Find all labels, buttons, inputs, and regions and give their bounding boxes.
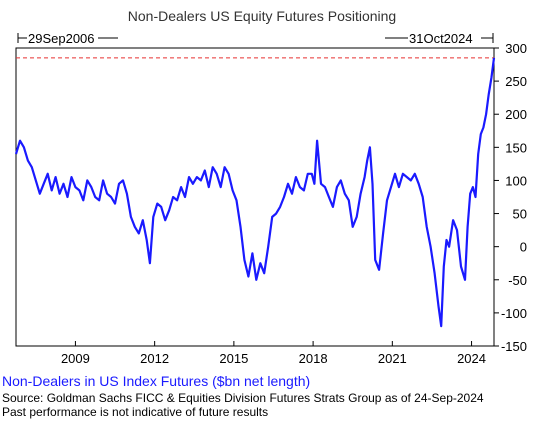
legend-label: Non-Dealers in US Index Futures ($bn net… [2,373,311,389]
y-tick-label: 150 [505,140,527,155]
x-tick-label: 2012 [140,351,169,366]
y-tick-label: -150 [501,339,527,354]
source-note: Source: Goldman Sachs FICC & Equities Di… [2,391,484,405]
y-tick-label: 200 [505,107,527,122]
disclaimer: Past performance is not indicative of fu… [2,405,269,419]
x-tick-label: 2018 [299,351,328,366]
y-tick-label: 100 [505,173,527,188]
y-tick-label: 250 [505,74,527,89]
y-tick-label: -50 [508,273,527,288]
x-axis: 2009 2012 2015 2018 2021 2024 [61,341,486,366]
x-tick-label: 2021 [378,351,407,366]
series-line [14,57,496,328]
x-tick-label: 2009 [61,351,90,366]
y-tick-label: 50 [513,207,527,222]
y-axis: 300 250 200 150 100 50 0 -50 -100 -150 [494,41,527,354]
range-end-label: 31Oct2024 [409,31,473,46]
x-tick-label: 2024 [457,351,486,366]
chart-title: Non-Dealers US Equity Futures Positionin… [128,8,396,24]
plot-frame [15,47,495,347]
x-tick-label: 2015 [219,351,248,366]
y-tick-label: -100 [501,306,527,321]
range-start-label: 29Sep2006 [28,31,95,46]
y-tick-label: 0 [520,240,527,255]
y-tick-label: 300 [505,41,527,56]
